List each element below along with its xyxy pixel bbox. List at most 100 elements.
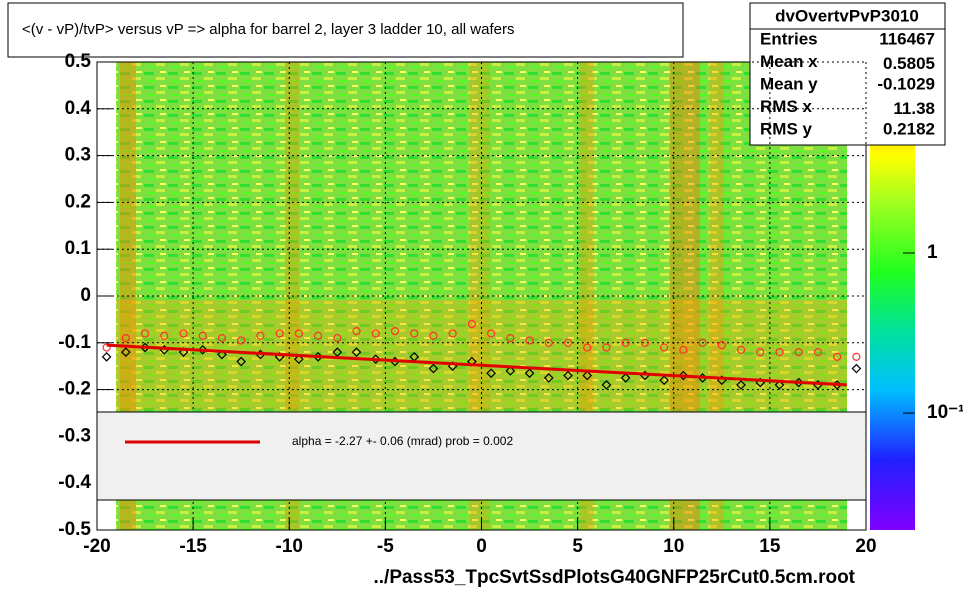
data-point	[679, 345, 688, 354]
y-tick-label: -0.1	[58, 332, 91, 353]
data-point	[390, 327, 400, 336]
data-point	[524, 368, 535, 379]
data-point	[736, 380, 746, 390]
stats-value: 0.2182	[883, 119, 935, 138]
data-point	[120, 347, 131, 358]
data-point	[602, 343, 611, 352]
x-tick-label: -5	[377, 536, 394, 557]
data-point	[428, 363, 439, 374]
data-point	[410, 329, 419, 338]
data-point	[620, 373, 631, 383]
data-point	[371, 329, 380, 338]
data-point	[756, 348, 765, 357]
data-point	[583, 343, 592, 352]
data-point	[217, 334, 227, 343]
x-tick-label: -10	[276, 536, 303, 557]
y-tick-label: -0.4	[58, 472, 91, 493]
y-tick-label: 0.2	[65, 191, 91, 212]
x-tick-label: -20	[83, 536, 110, 557]
data-point	[102, 343, 111, 352]
stats-title: dvOvertvPvP3010	[775, 6, 919, 25]
data-point	[313, 331, 323, 340]
data-point	[698, 338, 707, 347]
x-tick-label: -15	[179, 536, 207, 557]
data-point	[370, 354, 381, 365]
data-point	[678, 370, 689, 381]
data-point	[237, 336, 246, 345]
y-tick-label: 0.5	[65, 51, 92, 72]
stats-label: Mean x	[760, 52, 818, 71]
y-tick-label: 0.3	[65, 145, 91, 166]
data-point	[563, 338, 573, 347]
data-point	[601, 380, 612, 390]
data-point	[640, 338, 650, 347]
data-point	[660, 343, 669, 352]
data-point	[775, 348, 784, 357]
data-point	[256, 331, 265, 340]
x-tick-label: 5	[572, 536, 583, 557]
title-box	[7, 2, 684, 58]
data-point	[563, 370, 573, 381]
legend-box	[96, 411, 867, 501]
data-point	[543, 373, 554, 383]
x-tick-label: 0	[476, 536, 487, 557]
data-point	[852, 352, 861, 361]
legend-label: alpha = -2.27 +- 0.06 (mrad) prob = 0.00…	[292, 434, 513, 448]
data-point	[351, 347, 362, 358]
stats-value: -0.1029	[877, 74, 935, 93]
z-tick-label: 10⁻¹	[927, 402, 963, 423]
stats-label: RMS x	[760, 97, 813, 116]
data-point	[851, 363, 862, 374]
stats-value: 116467	[879, 29, 935, 48]
y-tick-label: -0.3	[58, 425, 91, 446]
data-point	[217, 349, 227, 360]
y-tick-label: 0.4	[65, 98, 92, 119]
x-tick-label: 15	[759, 536, 781, 557]
stats-label: Mean y	[760, 74, 818, 93]
data-point	[659, 375, 669, 386]
data-point	[236, 356, 247, 367]
stats-label: Entries	[760, 29, 818, 48]
data-point	[525, 336, 534, 345]
data-point	[101, 351, 112, 362]
data-point	[140, 329, 150, 338]
data-point	[467, 319, 476, 329]
data-point	[505, 366, 516, 376]
x-tick-label: 10	[663, 536, 684, 557]
y-tick-label: -0.5	[58, 519, 91, 540]
data-point	[544, 338, 553, 347]
data-point	[506, 334, 515, 343]
data-point	[717, 341, 726, 350]
data-point	[621, 338, 630, 347]
stats-value: 11.38	[893, 99, 935, 118]
data-point	[198, 331, 207, 340]
stats-value: 0.5805	[883, 54, 935, 73]
x-axis-label: ../Pass53_TpcSvtSsdPlotsG40GNFP25rCut0.5…	[373, 567, 855, 588]
chart-title: <(v - vP)/tvP> versus vP => alpha for ba…	[22, 21, 514, 38]
data-point	[486, 368, 496, 379]
data-point	[833, 352, 842, 361]
data-point	[294, 354, 304, 365]
data-point	[794, 348, 803, 357]
data-point	[275, 329, 284, 338]
data-point	[774, 380, 785, 390]
data-point	[429, 331, 438, 340]
y-tick-label: 0.1	[65, 238, 92, 259]
data-point	[352, 327, 361, 336]
data-point	[333, 334, 342, 343]
data-point	[582, 370, 593, 381]
data-point	[197, 344, 208, 355]
y-tick-label: 0	[80, 285, 91, 306]
x-tick-label: 20	[855, 536, 876, 557]
data-point	[448, 329, 457, 338]
fit-line	[106, 343, 847, 387]
data-point	[160, 331, 169, 340]
stats-box	[749, 2, 946, 146]
data-point	[294, 329, 303, 338]
z-tick-label: 1	[927, 242, 938, 263]
stats-label: RMS y	[760, 119, 813, 138]
y-tick-label: -0.2	[58, 379, 91, 400]
data-point	[813, 348, 823, 357]
data-point	[487, 329, 496, 338]
